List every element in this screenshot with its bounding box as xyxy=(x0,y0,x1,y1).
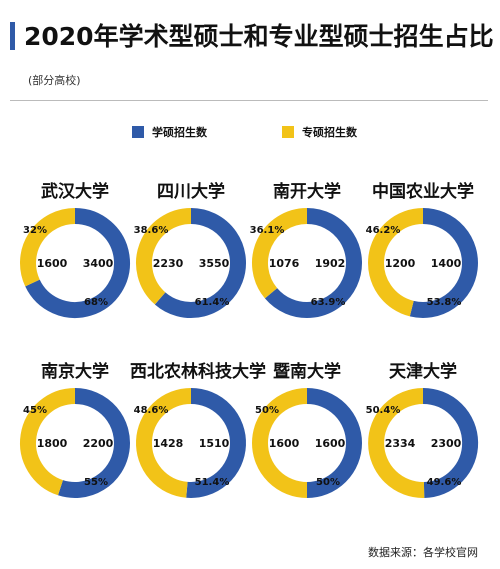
donut-slice-academic xyxy=(306,388,362,498)
value-label-academic: 2200 xyxy=(83,437,114,450)
value-label-academic: 3550 xyxy=(199,257,230,270)
legend-swatch-professional xyxy=(282,126,294,138)
value-label-academic: 1510 xyxy=(199,437,230,450)
legend: 学硕招生数 专硕招生数 xyxy=(0,124,500,140)
percent-label-academic: 61.4% xyxy=(195,297,230,308)
percent-label-professional: 50% xyxy=(255,405,279,416)
donut-slice-professional xyxy=(136,388,192,498)
percent-label-academic: 68% xyxy=(84,297,108,308)
data-source: 数据来源：各学校官网 xyxy=(368,546,478,559)
value-label-professional: 1200 xyxy=(385,257,416,270)
percent-label-academic: 55% xyxy=(84,477,108,488)
legend-label-professional: 专硕招生数 xyxy=(302,126,357,139)
legend-swatch-academic xyxy=(132,126,144,138)
value-label-professional: 1600 xyxy=(269,437,300,450)
percent-label-academic: 53.8% xyxy=(427,297,462,308)
percent-label-professional: 36.1% xyxy=(250,225,285,236)
value-label-academic: 2300 xyxy=(431,437,462,450)
percent-label-professional: 38.6% xyxy=(134,225,169,236)
donut-slice-professional xyxy=(252,208,308,299)
university-label: 天津大学 xyxy=(389,362,457,382)
donut-slice-academic xyxy=(58,388,130,498)
university-label: 四川大学 xyxy=(157,182,225,202)
university-label: 南京大学 xyxy=(41,362,109,382)
value-label-academic: 1600 xyxy=(315,437,346,450)
university-label: 中国农业大学 xyxy=(372,182,474,202)
percent-label-professional: 46.2% xyxy=(366,225,401,236)
value-label-professional: 1428 xyxy=(153,437,184,450)
legend-item-academic: 学硕招生数 xyxy=(132,124,207,140)
donut-slice-professional xyxy=(368,388,425,498)
value-label-professional: 1800 xyxy=(37,437,68,450)
donut-slice-professional xyxy=(136,208,192,305)
percent-label-academic: 49.6% xyxy=(427,477,462,488)
donut-slice-academic xyxy=(409,208,478,318)
value-label-academic: 1400 xyxy=(431,257,462,270)
donut-slice-academic xyxy=(186,388,246,498)
donut-slice-professional xyxy=(20,388,76,496)
legend-item-professional: 专硕招生数 xyxy=(282,124,357,140)
value-label-academic: 3400 xyxy=(83,257,114,270)
value-label-professional: 2334 xyxy=(385,437,416,450)
university-label: 暨南大学 xyxy=(273,362,341,382)
percent-label-academic: 51.4% xyxy=(195,477,230,488)
donut-slice-academic xyxy=(422,387,479,498)
percent-label-academic: 50% xyxy=(316,477,340,488)
percent-label-professional: 48.6% xyxy=(134,405,169,416)
donut-slice-academic xyxy=(264,208,362,318)
value-label-professional: 1600 xyxy=(37,257,68,270)
university-label: 西北农林科技大学 xyxy=(130,362,266,382)
value-label-professional: 2230 xyxy=(153,257,184,270)
donut-slice-academic xyxy=(25,208,130,318)
percent-label-professional: 50.4% xyxy=(366,405,401,416)
donut-slice-professional xyxy=(252,388,308,498)
title-accent-bar xyxy=(10,22,15,50)
percent-label-professional: 32% xyxy=(23,225,47,236)
value-label-professional: 1076 xyxy=(269,257,300,270)
chart-subtitle: (部分高校) xyxy=(28,74,81,87)
value-label-academic: 1902 xyxy=(315,257,346,270)
donut-slice-academic xyxy=(154,208,246,318)
percent-label-professional: 45% xyxy=(23,405,47,416)
donut-slice-professional xyxy=(368,208,424,317)
header-divider xyxy=(10,100,488,101)
university-label: 南开大学 xyxy=(273,182,341,202)
chart-title: 2020年学术型硕士和专业型硕士招生占比 xyxy=(24,22,494,51)
university-label: 武汉大学 xyxy=(41,182,109,202)
donut-slice-professional xyxy=(20,208,76,287)
percent-label-academic: 63.9% xyxy=(311,297,346,308)
legend-label-academic: 学硕招生数 xyxy=(152,126,207,139)
